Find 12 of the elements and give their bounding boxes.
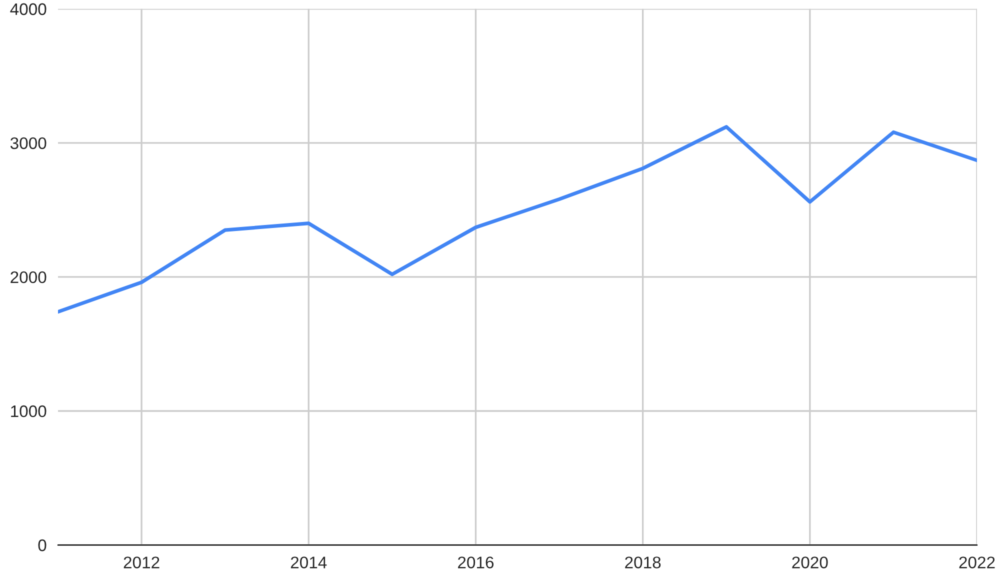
- x-tick-label: 2020: [792, 556, 828, 568]
- x-tick-label: 2016: [458, 556, 494, 568]
- y-tick-label: 2000: [10, 271, 46, 284]
- y-tick-label: 4000: [10, 3, 46, 16]
- y-tick-label: 3000: [10, 137, 46, 150]
- y-tick-label: 0: [38, 539, 46, 552]
- x-tick-label: 2012: [124, 556, 160, 568]
- line-series: [58, 125, 977, 314]
- x-tick-label: 2018: [625, 556, 661, 568]
- x-tick-label: 2014: [290, 556, 327, 568]
- x-tick-label: 2022: [959, 556, 995, 568]
- y-tick-label: 1000: [11, 405, 46, 418]
